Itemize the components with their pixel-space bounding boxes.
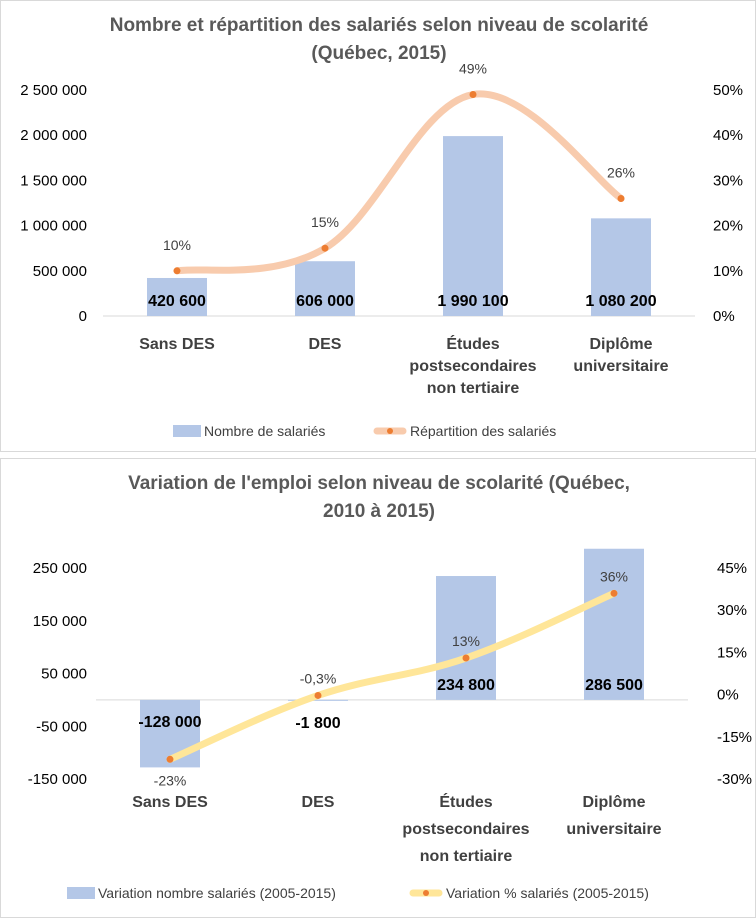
- legend-line-label: Répartition des salariés: [410, 423, 556, 439]
- legend-bar-label: Nombre de salariés: [204, 423, 325, 439]
- bar-value-label: 1 990 100: [437, 293, 508, 310]
- y-left-tick-label: -150 000: [28, 771, 87, 788]
- bar: [436, 576, 496, 700]
- legend-line-marker: [387, 428, 393, 434]
- y-left-tick-label: 150 000: [33, 613, 87, 630]
- category-label: non tertiaire: [420, 848, 513, 865]
- category-label: Diplôme: [589, 336, 652, 353]
- y-left-tick-label: 1 000 000: [20, 218, 87, 235]
- y-right-tick-label: -15%: [717, 729, 752, 746]
- category-label: Études: [439, 792, 492, 811]
- line-point-label: 26%: [607, 164, 635, 180]
- y-left-tick-label: 500 000: [33, 263, 87, 280]
- line-point-label: 10%: [163, 237, 191, 253]
- y-left-tick-label: 2 500 000: [20, 82, 87, 99]
- category-label: universitaire: [573, 358, 668, 375]
- category-label: universitaire: [566, 821, 661, 838]
- chart-panel-repartition: Nombre et répartition des salariés selon…: [0, 0, 756, 452]
- y-right-tick-label: 15%: [717, 644, 747, 661]
- bar: [591, 218, 651, 316]
- category-label: postsecondaires: [402, 821, 529, 838]
- line-point-marker: [462, 654, 470, 662]
- bar: [288, 699, 348, 701]
- bar-value-label: 420 600: [148, 293, 206, 310]
- category-label: Sans DES: [139, 336, 215, 353]
- bar: [584, 548, 644, 700]
- y-left-tick-label: 2 000 000: [20, 127, 87, 144]
- y-left-tick-label: 0: [79, 308, 87, 325]
- line-point-marker: [321, 244, 329, 252]
- y-right-tick-label: 40%: [713, 127, 743, 144]
- legend-line-marker: [423, 890, 429, 896]
- line-point-label: 49%: [459, 61, 487, 77]
- y-right-tick-label: -30%: [717, 771, 752, 788]
- line-point-marker: [617, 194, 625, 202]
- y-left-tick-label: -50 000: [36, 718, 87, 735]
- category-label: postsecondaires: [409, 358, 536, 375]
- y-right-tick-label: 50%: [713, 82, 743, 99]
- category-label: DES: [309, 336, 342, 353]
- y-left-tick-label: 50 000: [41, 666, 87, 683]
- line-point-marker: [166, 755, 174, 763]
- y-right-tick-label: 20%: [713, 218, 743, 235]
- legend-bar-label: Variation nombre salariés (2005-2015): [98, 885, 336, 901]
- line-point-label: 15%: [311, 214, 339, 230]
- bar-value-label: 286 500: [585, 677, 643, 694]
- category-label: Sans DES: [132, 794, 208, 811]
- chart-title: 2010 à 2015): [323, 501, 435, 522]
- chart-title: Nombre et répartition des salariés selon…: [110, 15, 649, 36]
- line-point-marker: [314, 691, 322, 699]
- y-right-tick-label: 30%: [713, 172, 743, 189]
- line-point-label: 36%: [600, 568, 628, 584]
- chart-title: (Québec, 2015): [311, 43, 446, 64]
- line-point-label: -0,3%: [300, 670, 337, 686]
- legend-bar-swatch: [173, 425, 201, 437]
- y-left-tick-label: 1 500 000: [20, 172, 87, 189]
- bar-value-label: 234 800: [437, 677, 495, 694]
- chart-title: Variation de l'emploi selon niveau de sc…: [128, 473, 630, 494]
- line-point-label: 13%: [452, 633, 480, 649]
- line-point-marker: [469, 91, 477, 99]
- bar-value-label: 606 000: [296, 293, 354, 310]
- y-right-tick-label: 10%: [713, 263, 743, 280]
- line-point-label: -23%: [154, 772, 187, 788]
- category-label: non tertiaire: [427, 380, 520, 397]
- chart-variation: Variation de l'emploi selon niveau de sc…: [28, 473, 752, 901]
- bar: [295, 261, 355, 316]
- bar: [147, 277, 207, 316]
- category-label: Diplôme: [582, 794, 645, 811]
- legend-bar-swatch: [67, 887, 95, 899]
- series-line: [166, 589, 618, 763]
- y-left-tick-label: 250 000: [33, 560, 87, 577]
- y-right-tick-label: 30%: [717, 602, 747, 619]
- bar-value-label: -1 800: [295, 715, 340, 732]
- legend-line-label: Variation % salariés (2005-2015): [446, 885, 649, 901]
- line-point-marker: [610, 589, 618, 597]
- y-right-tick-label: 0%: [717, 687, 739, 704]
- y-right-tick-label: 45%: [717, 560, 747, 577]
- line-point-marker: [173, 267, 181, 275]
- category-label: Études: [446, 334, 499, 353]
- category-label: DES: [302, 794, 335, 811]
- chart-repartition: Nombre et répartition des salariés selon…: [20, 15, 743, 439]
- bar: [443, 136, 503, 316]
- y-right-tick-label: 0%: [713, 308, 735, 325]
- bar-value-label: -128 000: [138, 714, 201, 731]
- chart-panel-variation: Variation de l'emploi selon niveau de sc…: [0, 458, 756, 918]
- series-line: [173, 90, 625, 275]
- bar-value-label: 1 080 200: [585, 293, 656, 310]
